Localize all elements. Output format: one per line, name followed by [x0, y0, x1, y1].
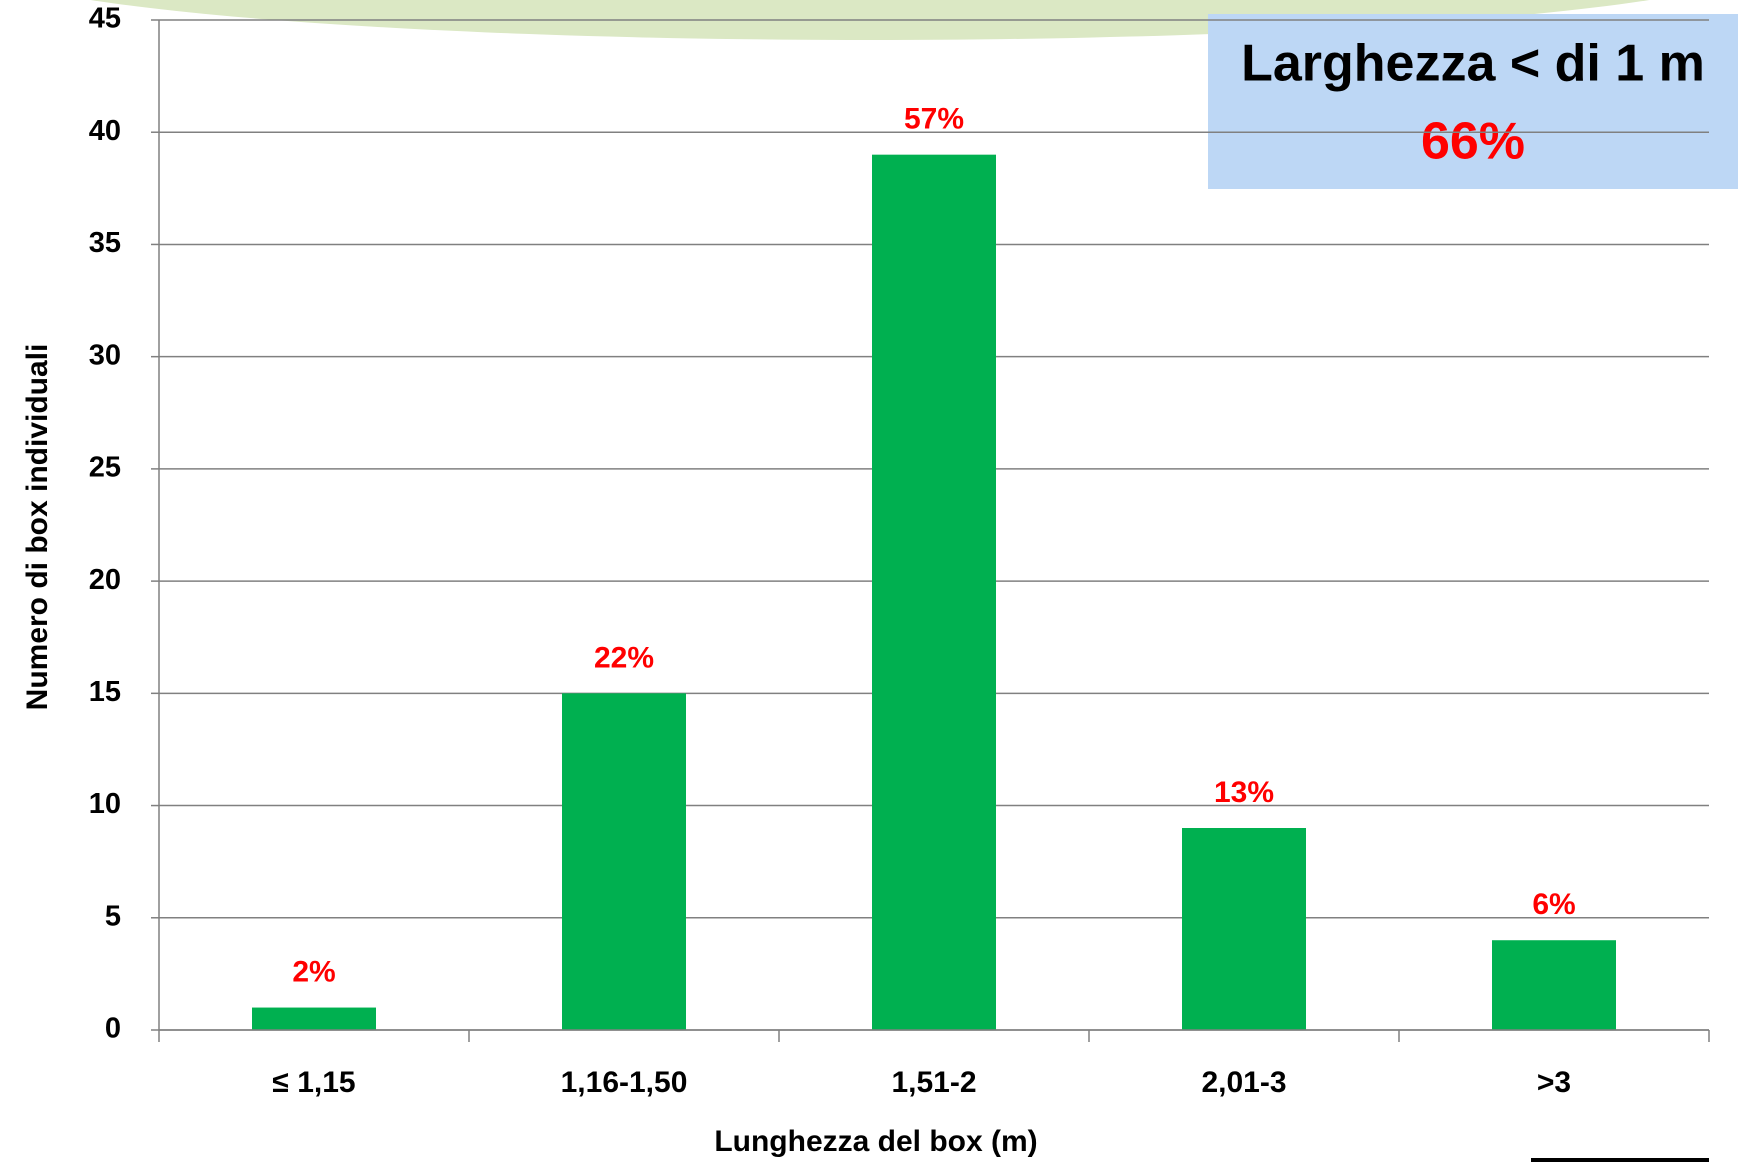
y-axis-title: Numero di box individuali	[21, 344, 54, 711]
x-axis-title: Lunghezza del box (m)	[714, 1125, 1037, 1158]
y-tick-label: 20	[89, 564, 121, 596]
x-tick-label: 1,51-2	[891, 1066, 976, 1099]
percent-label: 13%	[1214, 776, 1274, 809]
bar	[1492, 940, 1616, 1030]
x-tick-label: 1,16-1,50	[561, 1066, 688, 1099]
bar	[872, 154, 996, 1030]
y-tick-label: 0	[105, 1013, 121, 1045]
bar	[562, 693, 686, 1030]
percent-label: 22%	[594, 641, 654, 674]
annotation-box	[1208, 14, 1738, 189]
x-tick-label: 2,01-3	[1201, 1066, 1286, 1099]
percent-label: 2%	[292, 955, 335, 988]
y-tick-label: 40	[89, 115, 121, 147]
y-tick-label: 30	[89, 339, 121, 371]
annotation-title: Larghezza < di 1 m	[1241, 35, 1705, 93]
y-tick-label: 5	[105, 900, 121, 932]
y-tick-label: 45	[89, 3, 121, 35]
bar	[252, 1007, 376, 1030]
y-tick-label: 10	[89, 788, 121, 820]
x-tick-label: >3	[1537, 1066, 1571, 1099]
percent-label: 57%	[904, 103, 964, 136]
percent-label: 6%	[1532, 888, 1575, 921]
y-tick-label: 35	[89, 227, 121, 259]
annotation-value: 66%	[1421, 113, 1525, 171]
y-tick-label: 25	[89, 452, 121, 484]
bar	[1182, 828, 1306, 1030]
x-tick-label: ≤ 1,15	[272, 1066, 355, 1099]
y-tick-label: 15	[89, 676, 121, 708]
